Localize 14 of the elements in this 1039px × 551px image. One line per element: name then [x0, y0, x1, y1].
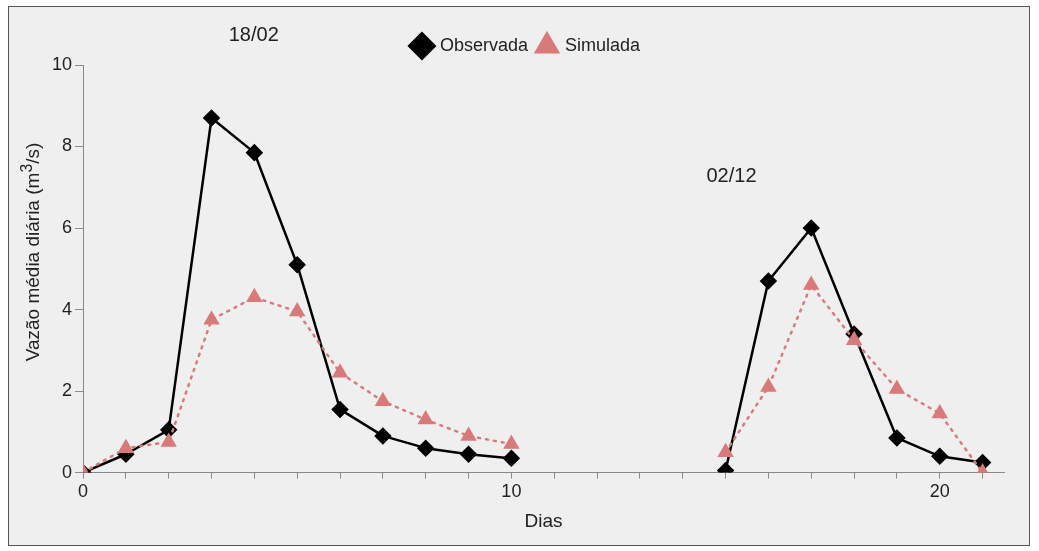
y-tick-label: 8: [62, 135, 73, 156]
y-tick-label: 0: [62, 461, 73, 482]
y-tick-label: 4: [62, 298, 73, 319]
text: 18/02: [228, 23, 279, 46]
x-tick-label: 20: [929, 481, 950, 502]
legend-label: Simulada: [565, 34, 642, 55]
x-tick-label: 10: [501, 481, 522, 502]
y-tick-label: 6: [62, 217, 73, 238]
y-tick-label: 10: [51, 53, 73, 74]
legend-label: Observada: [439, 34, 529, 55]
annotation: 02/12: [706, 163, 757, 186]
x-axis-title: Dias: [524, 509, 563, 531]
x-tick-label: 0: [78, 481, 89, 502]
y-tick-label: 2: [62, 380, 73, 401]
